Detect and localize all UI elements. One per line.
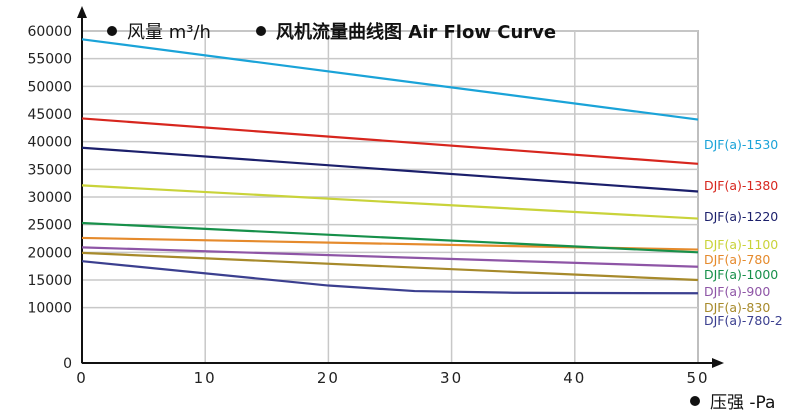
x-tick-label: 50	[686, 369, 709, 387]
series-label: DJF(a)-1000	[704, 267, 778, 282]
bullet-dot-icon	[690, 396, 700, 406]
x-axis-unit: 压强 -Pa	[710, 393, 776, 413]
y-tick-label: 0	[63, 356, 72, 372]
y-tick-label: 10000	[27, 301, 72, 317]
y-unit-header: 风量 m³/h	[107, 18, 211, 44]
y-tick-label: 40000	[27, 135, 72, 151]
x-tick-label: 0	[76, 369, 88, 387]
series-line	[81, 260, 699, 295]
series-label: DJF(a)-780	[704, 252, 770, 267]
y-tick-label: 50000	[27, 79, 72, 95]
series-line	[81, 251, 699, 282]
chart-title-header: 风机流量曲线图 Air Flow Curve	[256, 18, 556, 44]
bullet-dot-icon	[256, 26, 266, 36]
y-axis-unit: 风量 m³/h	[127, 22, 211, 43]
x-tick-label: 20	[317, 369, 340, 387]
y-axis-arrow-icon	[77, 6, 87, 18]
series-label: DJF(a)-1530	[704, 137, 778, 152]
series-label: DJF(a)-900	[704, 284, 770, 299]
series-line	[81, 38, 699, 121]
chart-title: 风机流量曲线图 Air Flow Curve	[276, 22, 557, 43]
y-tick-label: 20000	[27, 245, 72, 261]
y-tick-label: 45000	[27, 107, 72, 123]
series-label: DJF(a)-780-2	[704, 313, 783, 328]
y-tick-label: 60000	[27, 24, 72, 40]
x-unit-header: 压强 -Pa	[690, 388, 775, 413]
series-line	[81, 117, 699, 165]
x-tick-label: 10	[194, 369, 217, 387]
series-label: DJF(a)-1380	[704, 178, 778, 193]
y-tick-label: 55000	[27, 52, 72, 68]
series-label: DJF(a)-830	[704, 300, 770, 315]
y-tick-label: 30000	[27, 190, 72, 206]
series-line	[81, 221, 699, 254]
x-axis-arrow-icon	[712, 358, 724, 368]
series-line	[81, 146, 699, 193]
bullet-dot-icon	[107, 26, 117, 36]
x-tick-label: 30	[440, 369, 463, 387]
y-tick-label: 15000	[27, 273, 72, 289]
series-line	[81, 184, 699, 220]
series-label: DJF(a)-1100	[704, 237, 778, 252]
series-label: DJF(a)-1220	[704, 209, 778, 224]
y-tick-label: 35000	[27, 162, 72, 178]
series-line	[81, 246, 699, 268]
y-tick-label: 25000	[27, 218, 72, 234]
x-tick-label: 40	[563, 369, 586, 387]
